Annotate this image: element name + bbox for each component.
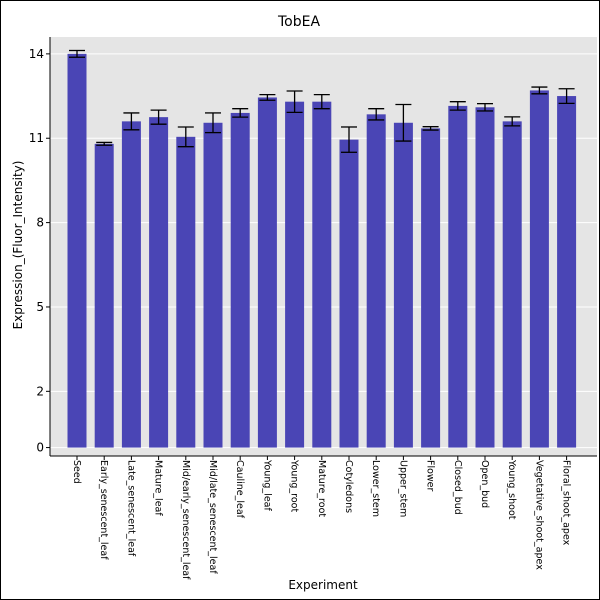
y-axis-title: Expression_(Fluor_Intensity) xyxy=(11,161,25,330)
x-tick-label: Young_shoot xyxy=(506,459,517,520)
x-tick-label: Early_senescent_leaf xyxy=(98,460,109,560)
bar xyxy=(149,117,169,448)
bar xyxy=(203,122,223,448)
x-tick-label: Open_bud xyxy=(479,460,490,508)
x-tick-label: Late_senescent_leaf xyxy=(125,460,136,557)
x-tick-label: Flower xyxy=(425,460,436,492)
error-bars xyxy=(69,49,575,153)
bar xyxy=(339,139,359,448)
x-axis: Seed Early_senescent_leaf Late_senescent_l… xyxy=(50,455,597,580)
bar xyxy=(257,97,277,448)
bar xyxy=(393,122,413,448)
bars xyxy=(67,53,577,448)
x-tick-label: Vegetative_shoot_apex xyxy=(533,460,544,570)
x-tick-label: Cauline_leaf xyxy=(234,460,245,519)
bar xyxy=(312,101,332,448)
bar xyxy=(230,112,250,448)
x-tick-label: Young_root xyxy=(289,459,300,512)
x-tick-label: Cotyledons xyxy=(343,460,354,513)
y-tick-label: 5 xyxy=(36,300,44,314)
x-axis-title: Experiment xyxy=(288,578,358,592)
x-tick-label: Floral_shoot_apex xyxy=(561,460,572,546)
bar xyxy=(121,121,141,448)
y-tick-label: 2 xyxy=(36,384,44,398)
x-tick-label: Lower_stem xyxy=(370,460,381,517)
y-tick-label: 11 xyxy=(29,131,44,145)
bar xyxy=(448,105,468,448)
x-tick-label: Seed xyxy=(71,460,82,484)
bar xyxy=(94,143,114,448)
chart-title: TobEA xyxy=(277,14,320,30)
x-tick-label: Mid/early_senescent_leaf xyxy=(180,460,191,580)
bar xyxy=(366,114,386,448)
y-tick-label: 14 xyxy=(29,47,44,61)
y-axis: 0 2 5 8 11 14 xyxy=(29,37,51,456)
x-tick-label: Closed_bud xyxy=(452,460,463,515)
bar xyxy=(67,53,87,448)
bar xyxy=(176,136,196,448)
bar xyxy=(502,121,522,448)
y-tick-label: 0 xyxy=(36,441,44,455)
x-tick-label: Upper_stem xyxy=(397,460,408,517)
x-tick-label: Mid/late_senescent_leaf xyxy=(207,460,218,574)
x-tick-label: Mature_root xyxy=(316,460,327,517)
y-tick-label: 8 xyxy=(36,216,44,230)
bar xyxy=(529,90,549,448)
bar xyxy=(421,128,441,448)
x-tick-label: Young_leaf xyxy=(261,459,272,511)
bar xyxy=(475,107,495,448)
x-tick-label: Mature_leaf xyxy=(153,460,164,516)
bar xyxy=(285,101,305,448)
bar xyxy=(557,96,577,448)
